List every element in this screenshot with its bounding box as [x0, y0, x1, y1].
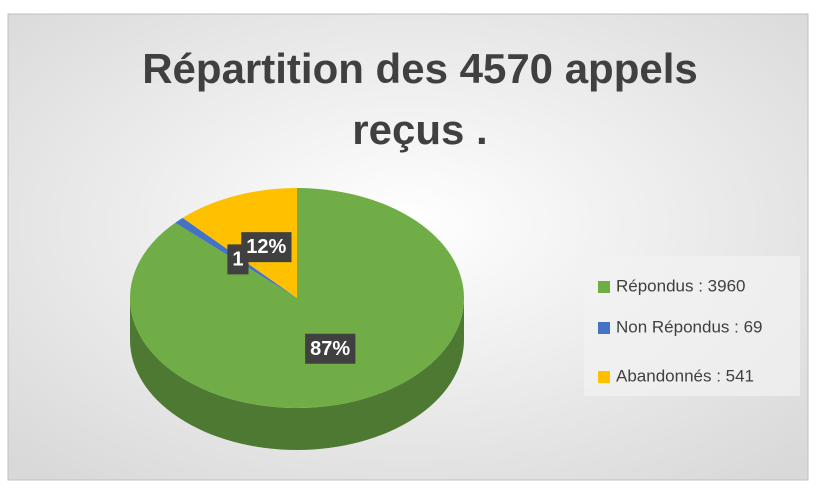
legend-swatch [598, 322, 610, 334]
chart-title: reçus . [352, 106, 487, 153]
chart-title: Répartition des 4570 appels [142, 45, 698, 92]
legend-label: Non Répondus : 69 [616, 317, 763, 336]
legend-swatch [598, 281, 610, 293]
data-label-box [241, 232, 292, 263]
data-label: 1 [232, 248, 243, 270]
data-label: 12% [246, 236, 286, 258]
legend-box [584, 256, 800, 396]
slice-side [130, 298, 464, 450]
slice [182, 188, 297, 298]
legend-label: Abandonnés : 541 [616, 366, 754, 385]
legend-swatch [598, 371, 610, 383]
data-label: 87% [310, 338, 350, 360]
data-label-box [305, 333, 356, 364]
legend-label: Répondus : 3960 [616, 276, 746, 295]
